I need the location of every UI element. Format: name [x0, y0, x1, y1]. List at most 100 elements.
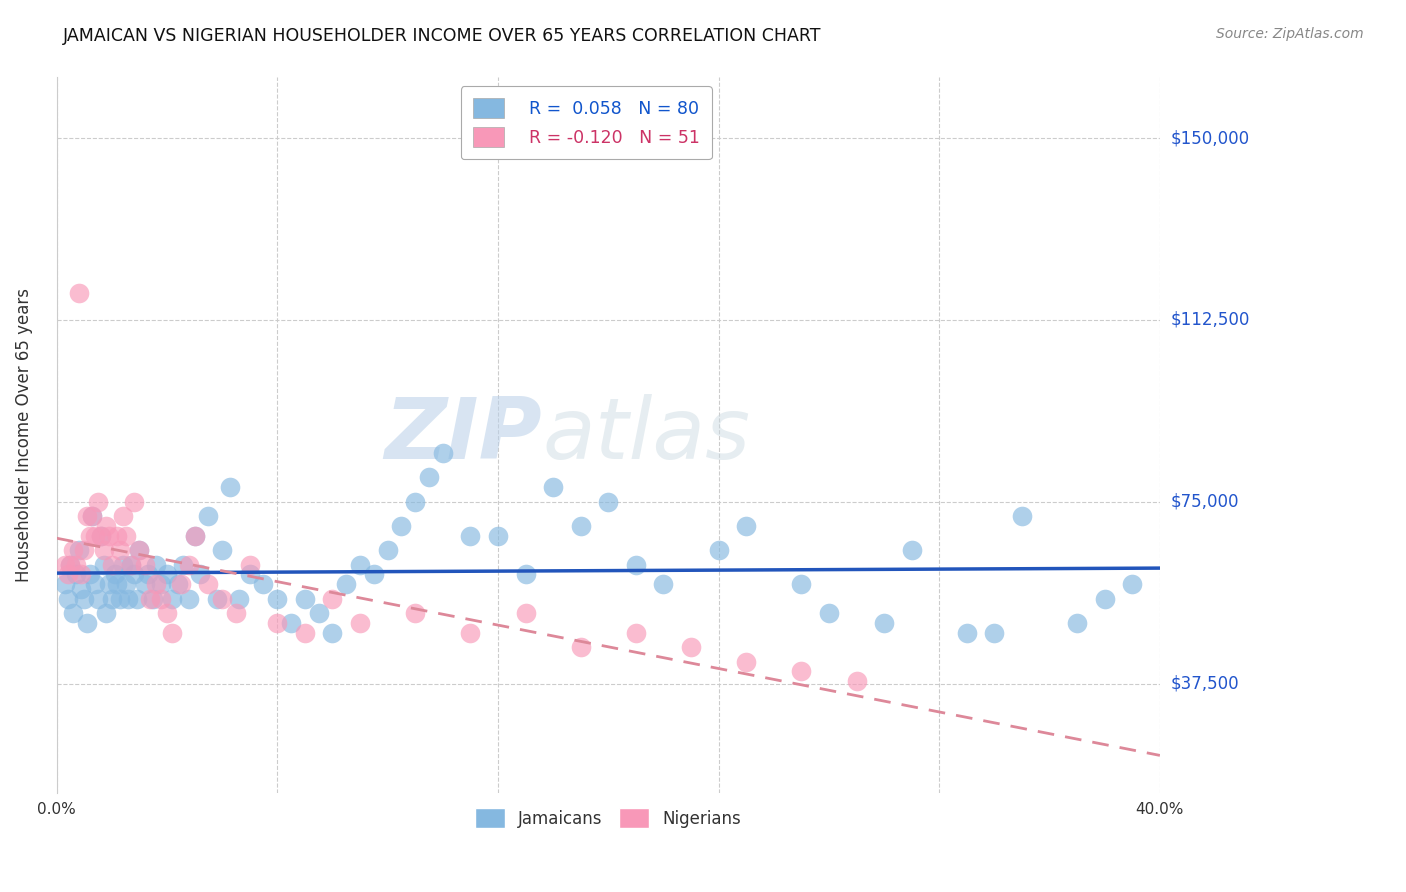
Point — [335, 577, 357, 591]
Point — [679, 640, 702, 655]
Text: $150,000: $150,000 — [1171, 129, 1250, 147]
Point — [62, 543, 84, 558]
Point — [145, 558, 167, 572]
Point — [93, 543, 115, 558]
Point — [983, 625, 1005, 640]
Point — [1011, 509, 1033, 524]
Point — [79, 529, 101, 543]
Point — [1066, 615, 1088, 630]
Point — [486, 529, 509, 543]
Point — [70, 567, 93, 582]
Point — [460, 625, 482, 640]
Text: atlas: atlas — [543, 393, 749, 476]
Point — [219, 480, 242, 494]
Point — [173, 558, 195, 572]
Point — [150, 577, 173, 591]
Point — [460, 529, 482, 543]
Point — [252, 577, 274, 591]
Point — [735, 655, 758, 669]
Point — [280, 615, 302, 630]
Point — [98, 577, 121, 591]
Point — [128, 543, 150, 558]
Point — [76, 509, 98, 524]
Point — [515, 606, 537, 620]
Point — [53, 558, 76, 572]
Point — [266, 615, 288, 630]
Point — [139, 591, 162, 606]
Point — [59, 558, 82, 572]
Point — [103, 567, 125, 582]
Point — [349, 558, 371, 572]
Text: JAMAICAN VS NIGERIAN HOUSEHOLDER INCOME OVER 65 YEARS CORRELATION CHART: JAMAICAN VS NIGERIAN HOUSEHOLDER INCOME … — [63, 27, 821, 45]
Point — [59, 558, 82, 572]
Point — [873, 615, 896, 630]
Point — [183, 529, 205, 543]
Point — [117, 591, 139, 606]
Point — [845, 674, 868, 689]
Point — [150, 591, 173, 606]
Point — [349, 615, 371, 630]
Point — [598, 494, 620, 508]
Point — [177, 558, 200, 572]
Point — [87, 494, 110, 508]
Point — [65, 558, 87, 572]
Point — [266, 591, 288, 606]
Point — [1094, 591, 1116, 606]
Point — [432, 446, 454, 460]
Legend: Jamaicans, Nigerians: Jamaicans, Nigerians — [468, 802, 748, 834]
Point — [363, 567, 385, 582]
Point — [652, 577, 675, 591]
Point — [735, 519, 758, 533]
Point — [321, 591, 343, 606]
Point — [956, 625, 979, 640]
Point — [82, 509, 104, 524]
Point — [790, 577, 813, 591]
Point — [82, 509, 104, 524]
Point — [162, 625, 184, 640]
Point — [136, 567, 159, 582]
Point — [197, 509, 219, 524]
Point — [404, 494, 426, 508]
Point — [228, 591, 250, 606]
Point — [98, 529, 121, 543]
Text: $37,500: $37,500 — [1171, 674, 1240, 692]
Point — [197, 577, 219, 591]
Point — [569, 519, 592, 533]
Point — [239, 558, 262, 572]
Point — [377, 543, 399, 558]
Point — [900, 543, 922, 558]
Point — [70, 582, 93, 596]
Point — [170, 577, 193, 591]
Point — [73, 591, 96, 606]
Point — [111, 509, 134, 524]
Point — [389, 519, 412, 533]
Point — [67, 543, 90, 558]
Point — [84, 577, 107, 591]
Point — [114, 577, 136, 591]
Point — [818, 606, 841, 620]
Point — [122, 567, 145, 582]
Point — [404, 606, 426, 620]
Point — [308, 606, 330, 620]
Point — [156, 567, 179, 582]
Point — [145, 577, 167, 591]
Point — [105, 577, 128, 591]
Point — [211, 591, 233, 606]
Point — [321, 625, 343, 640]
Point — [239, 567, 262, 582]
Point — [56, 567, 79, 582]
Point — [225, 606, 247, 620]
Point — [569, 640, 592, 655]
Point — [79, 567, 101, 582]
Point — [541, 480, 564, 494]
Point — [162, 591, 184, 606]
Point — [111, 558, 134, 572]
Point — [56, 591, 79, 606]
Point — [90, 529, 112, 543]
Point — [73, 543, 96, 558]
Point — [114, 529, 136, 543]
Point — [100, 558, 122, 572]
Point — [96, 606, 118, 620]
Point — [183, 529, 205, 543]
Point — [65, 567, 87, 582]
